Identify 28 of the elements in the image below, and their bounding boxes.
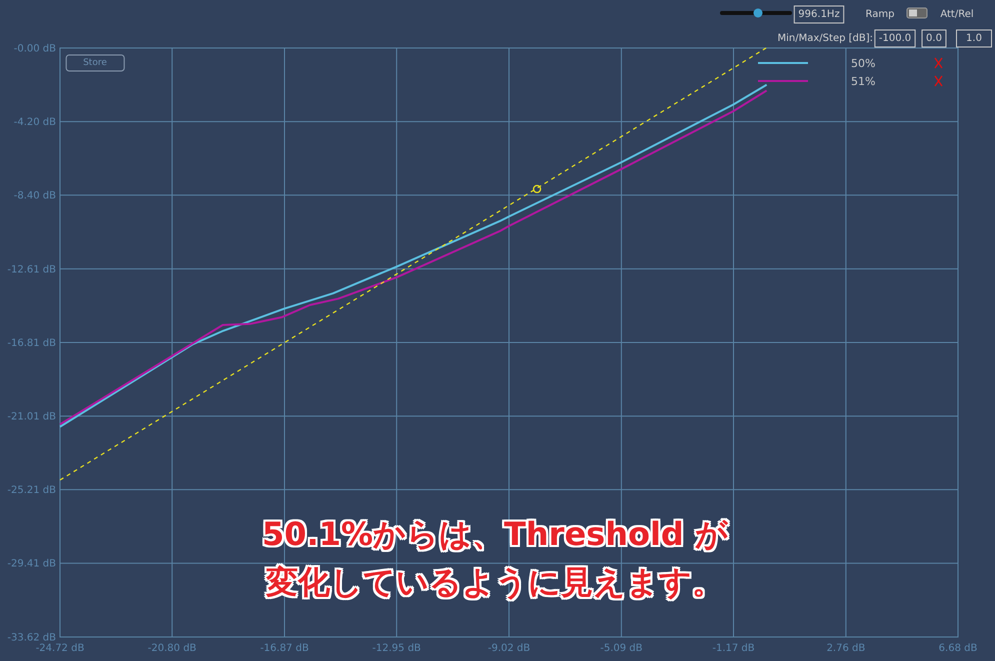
text: Att/Rel bbox=[940, 9, 974, 20]
y-tick-label: -33.62 dB bbox=[7, 632, 56, 644]
legend: 50% 51% bbox=[758, 57, 876, 88]
text: Ramp bbox=[866, 9, 894, 20]
x-tick-label: -24.72 dB bbox=[36, 643, 84, 654]
x-tick-label: 6.68 dB bbox=[938, 643, 978, 654]
x-tick-label: -20.80 dB bbox=[148, 643, 197, 654]
text: 1.0 bbox=[966, 33, 982, 44]
text: 996.1Hz bbox=[798, 9, 840, 20]
text: -100.0 bbox=[878, 33, 912, 44]
y-tick-label: -21.01 dB bbox=[7, 412, 56, 423]
y-tick-label: -12.61 dB bbox=[7, 264, 56, 276]
x-tick-label: -12.95 dB bbox=[372, 643, 422, 654]
y-tick-label: -25.21 dB bbox=[7, 485, 56, 496]
annotation: 50.1%からは、Threshold が変化しているように見えます。 bbox=[261, 514, 729, 603]
y-tick-label: -4.20 dB bbox=[14, 117, 56, 128]
text: 0.0 bbox=[926, 33, 942, 44]
y-tick-label: -29.41 dB bbox=[7, 558, 56, 570]
x-tick-label: 2.76 dB bbox=[826, 643, 866, 654]
y-tick-label: -0.00 dB bbox=[14, 44, 56, 54]
x-tick-label: -1.17 dB bbox=[712, 643, 755, 654]
text: Min/Max/Step [dB]: bbox=[778, 33, 873, 44]
annotation: Store bbox=[83, 58, 108, 68]
y-tick-label: -8.40 dB bbox=[14, 190, 56, 202]
x-tick-label: -5.09 dB bbox=[600, 643, 643, 654]
x-tick-label: -16.87 dB bbox=[260, 643, 309, 654]
y-tick-label: -16.81 dB bbox=[7, 338, 56, 349]
x-tick-label: -9.02 dB bbox=[488, 643, 530, 654]
